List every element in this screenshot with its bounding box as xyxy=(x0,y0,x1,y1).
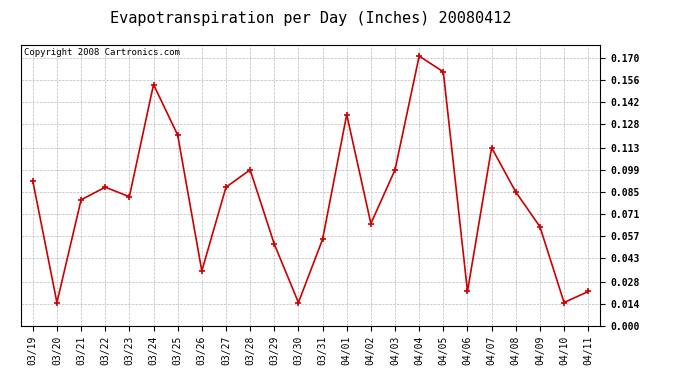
Text: Copyright 2008 Cartronics.com: Copyright 2008 Cartronics.com xyxy=(23,48,179,57)
Text: Evapotranspiration per Day (Inches) 20080412: Evapotranspiration per Day (Inches) 2008… xyxy=(110,11,511,26)
